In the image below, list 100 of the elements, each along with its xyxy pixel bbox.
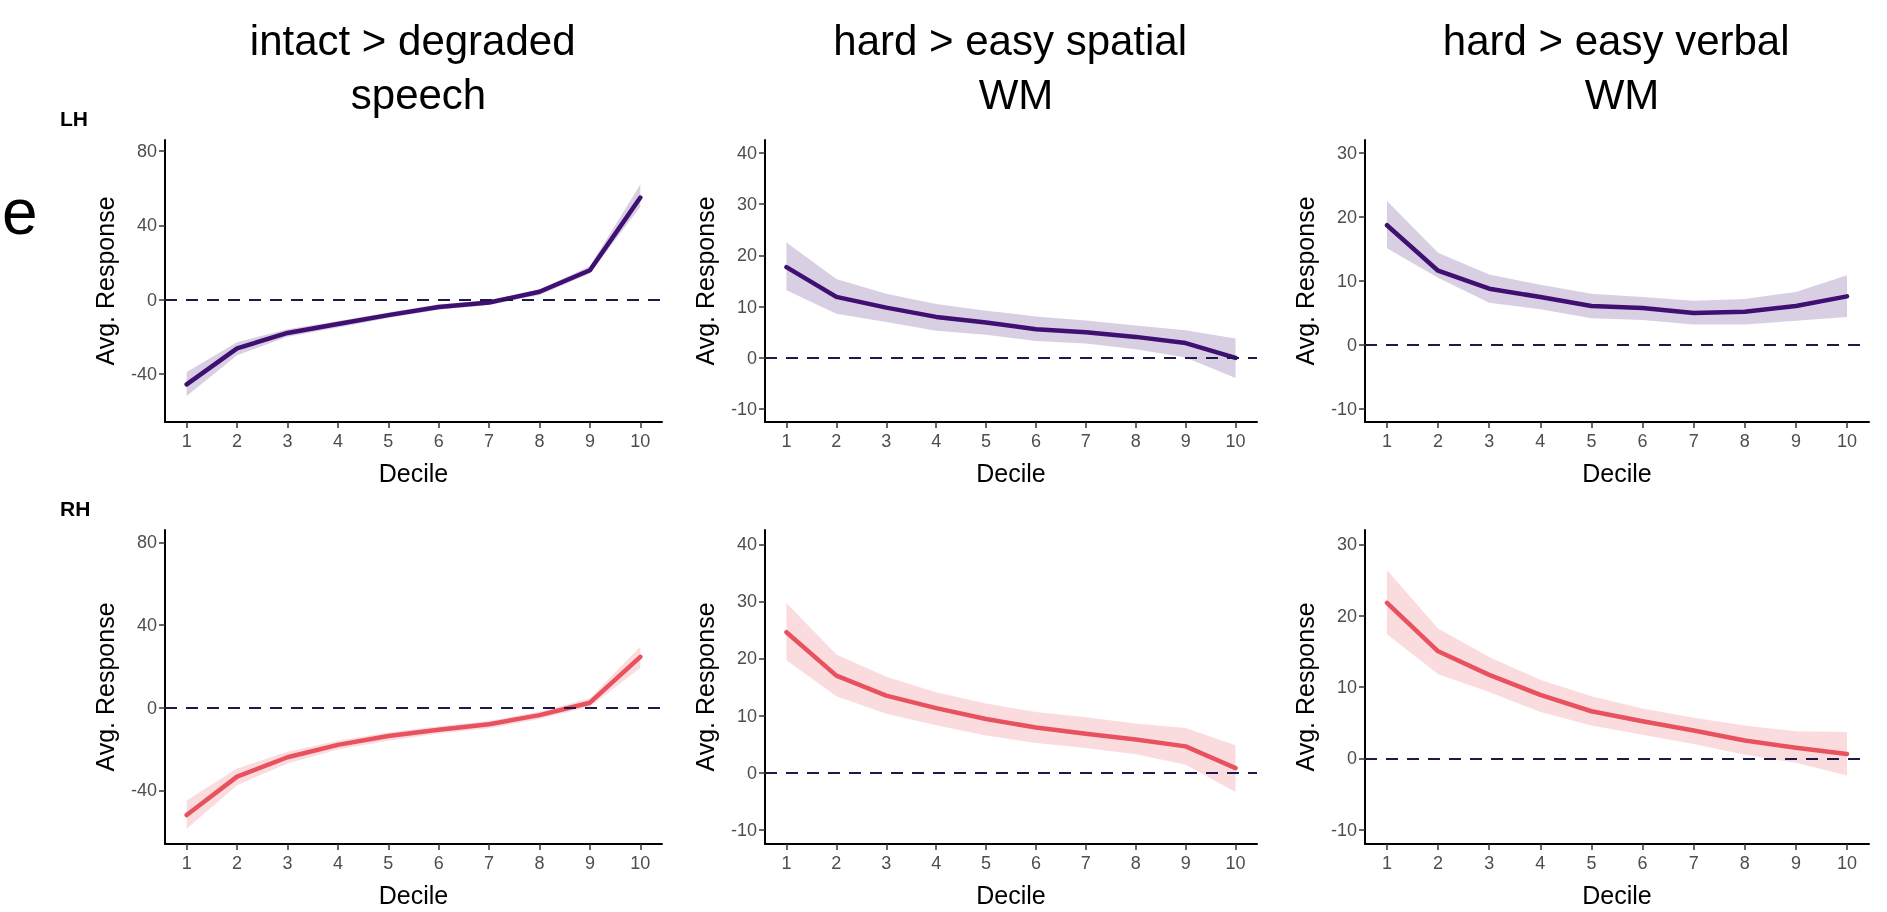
y-tick-label: -10 xyxy=(1330,399,1357,420)
x-axis-title: Decile xyxy=(378,458,449,487)
x-tick-label: 2 xyxy=(232,431,243,451)
x-tick-label: 7 xyxy=(1688,853,1699,873)
x-tick-label: 9 xyxy=(584,853,595,873)
x-tick-label: 6 xyxy=(1637,431,1648,451)
x-axis-title: Decile xyxy=(1582,458,1652,487)
y-tick-label: -10 xyxy=(730,399,757,420)
y-tick-label: 0 xyxy=(1346,748,1357,769)
x-tick-label: 10 xyxy=(1225,431,1246,451)
y-tick-label: 40 xyxy=(136,215,157,236)
y-axis-title: Avg. Response xyxy=(1290,196,1319,366)
x-tick-label: 8 xyxy=(534,431,545,451)
y-tick-label: 0 xyxy=(146,697,157,718)
line-series xyxy=(1384,600,1850,757)
y-axis-title: Avg. Response xyxy=(90,196,119,366)
x-tick-label: 4 xyxy=(332,431,343,451)
x-tick-label: 1 xyxy=(181,853,192,873)
y-axis-title: Avg. Response xyxy=(690,196,719,366)
y-tick-label: 20 xyxy=(736,245,757,266)
y-tick-label: 30 xyxy=(1336,534,1357,555)
y-tick-label: -10 xyxy=(1330,819,1357,840)
x-tick-label: 1 xyxy=(1381,853,1392,873)
chart-subtitle: RH xyxy=(60,497,91,520)
x-tick-label: 3 xyxy=(1484,431,1495,451)
y-axis-title: Avg. Response xyxy=(90,602,119,772)
x-tick-label: 5 xyxy=(981,431,992,451)
x-tick-label: 10 xyxy=(1837,853,1858,873)
x-tick-label: 10 xyxy=(1225,853,1246,873)
x-tick-label: 7 xyxy=(1080,853,1091,873)
x-tick-label: 2 xyxy=(831,853,842,873)
x-tick-label: 2 xyxy=(232,853,243,873)
x-tick-label: 1 xyxy=(181,431,192,451)
x-tick-label: 8 xyxy=(1130,853,1141,873)
x-tick-label: 1 xyxy=(1381,431,1392,451)
y-tick-label: 0 xyxy=(746,762,757,783)
y-tick-label: 80 xyxy=(136,141,157,162)
x-tick-label: 4 xyxy=(1535,853,1546,873)
x-tick-label: 6 xyxy=(433,853,444,873)
x-tick-label: 6 xyxy=(1030,431,1041,451)
x-tick-label: 9 xyxy=(1790,853,1801,873)
x-tick-label: 3 xyxy=(282,853,293,873)
x-tick-label: 10 xyxy=(630,431,651,451)
x-tick-label: 8 xyxy=(1739,853,1750,873)
x-tick-label: 2 xyxy=(831,431,842,451)
y-tick-label: 30 xyxy=(736,194,757,215)
x-tick-label: 9 xyxy=(1790,431,1801,451)
y-tick-label: 30 xyxy=(736,591,757,612)
x-tick-label: 1 xyxy=(781,431,792,451)
x-tick-label: 9 xyxy=(1180,853,1191,873)
y-tick-label: 20 xyxy=(1336,206,1357,227)
line-series xyxy=(1384,222,1850,316)
x-tick-label: 4 xyxy=(1535,431,1546,451)
line-series xyxy=(784,629,1238,771)
x-axis-title: Decile xyxy=(976,458,1046,487)
chart-subtitle: LH xyxy=(60,107,88,130)
x-axis-title: Decile xyxy=(378,880,449,909)
x-tick-label: 8 xyxy=(534,853,545,873)
y-tick-label: 10 xyxy=(1336,271,1357,291)
x-tick-label: 1 xyxy=(781,853,792,873)
y-tick-label: -40 xyxy=(130,780,157,801)
x-tick-label: 5 xyxy=(981,853,992,873)
x-tick-label: 5 xyxy=(1586,853,1597,873)
x-tick-label: 8 xyxy=(1739,431,1750,451)
x-tick-label: 4 xyxy=(332,853,343,873)
chart-title: hard > easy verbal WM xyxy=(1442,16,1802,118)
y-tick-label: 80 xyxy=(136,532,157,553)
x-tick-label: 7 xyxy=(484,431,495,451)
x-tick-label: 2 xyxy=(1433,853,1444,873)
y-tick-label: 20 xyxy=(736,648,757,669)
y-axis-title: Avg. Response xyxy=(690,602,719,772)
x-axis-title: Decile xyxy=(1582,880,1652,909)
y-tick-label: 30 xyxy=(1336,142,1357,163)
x-axis-title: Decile xyxy=(976,880,1046,909)
x-tick-label: 9 xyxy=(1180,431,1191,451)
x-tick-label: 8 xyxy=(1130,431,1141,451)
line-series xyxy=(784,264,1238,361)
x-tick-label: 3 xyxy=(1484,853,1495,873)
x-tick-label: 6 xyxy=(1030,853,1041,873)
x-tick-label: 5 xyxy=(1586,431,1597,451)
x-tick-label: 3 xyxy=(282,431,293,451)
y-tick-label: 10 xyxy=(736,705,757,726)
x-tick-label: 5 xyxy=(383,431,394,451)
x-tick-label: 3 xyxy=(881,853,892,873)
x-tick-label: 6 xyxy=(1637,853,1648,873)
y-tick-label: 0 xyxy=(146,289,157,310)
y-tick-label: 20 xyxy=(1336,605,1357,626)
x-tick-label: 3 xyxy=(881,431,892,451)
y-tick-label: 10 xyxy=(1336,677,1357,697)
x-tick-label: 2 xyxy=(1433,431,1444,451)
y-tick-label: -10 xyxy=(730,819,757,840)
y-tick-label: 40 xyxy=(136,615,157,636)
y-tick-label: 40 xyxy=(736,142,757,163)
x-tick-label: 4 xyxy=(931,431,942,451)
y-tick-label: 0 xyxy=(746,347,757,368)
y-tick-label: 40 xyxy=(736,534,757,555)
y-axis-title: Avg. Response xyxy=(1290,602,1319,772)
x-tick-label: 7 xyxy=(484,853,495,873)
text: e xyxy=(2,176,38,248)
x-tick-label: 9 xyxy=(584,431,595,451)
